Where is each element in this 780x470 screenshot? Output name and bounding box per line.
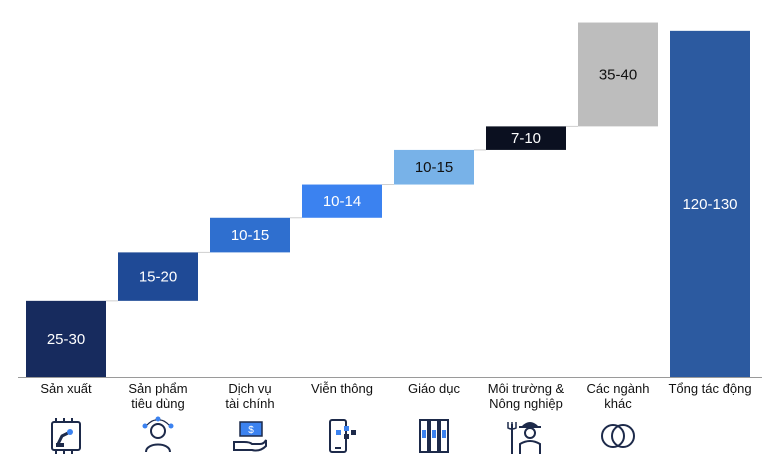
bar-value-label: 15-20 <box>139 269 177 286</box>
svg-text:$: $ <box>248 425 254 436</box>
bar-value-label: 10-15 <box>415 159 453 176</box>
category-label: Tổng tác động <box>668 381 751 396</box>
bar-6 <box>578 22 658 127</box>
bar-2 <box>210 217 290 253</box>
bar-3 <box>302 184 382 218</box>
farmer-fork-icon <box>507 422 541 454</box>
bar-value-label: 10-15 <box>231 227 269 244</box>
bar-value-label: 25-30 <box>47 331 85 348</box>
category-label: Viễn thông <box>311 381 373 396</box>
category-label: Dịch vụ tài chính <box>225 381 274 411</box>
bar-value-label: 35-40 <box>599 66 637 83</box>
bar-value-label: 120-130 <box>682 196 737 213</box>
bar-4 <box>394 149 474 185</box>
bar-value-label: 10-14 <box>323 193 361 210</box>
overlapping-circles-icon <box>601 424 635 448</box>
bar-0 <box>26 300 106 377</box>
factory-robot-arm-icon <box>51 418 81 454</box>
bar-value-label: 7-10 <box>511 130 541 147</box>
category-label: Môi trường & Nông nghiệp <box>488 381 565 411</box>
books-icon <box>419 419 449 453</box>
sector-icon-row: $ <box>0 416 780 456</box>
category-label: Giáo dục <box>408 381 461 396</box>
category-label: Sản xuất <box>40 381 92 396</box>
phone-network-icon <box>329 419 356 453</box>
category-label: Sản phẩm tiêu dùng <box>128 381 187 411</box>
hand-money-icon: $ <box>233 421 267 452</box>
bar-5 <box>486 126 566 150</box>
bar-1 <box>118 252 198 301</box>
category-label: Các ngành khác <box>587 381 650 411</box>
consumer-person-icon <box>142 416 174 453</box>
bar-7 <box>670 30 750 377</box>
